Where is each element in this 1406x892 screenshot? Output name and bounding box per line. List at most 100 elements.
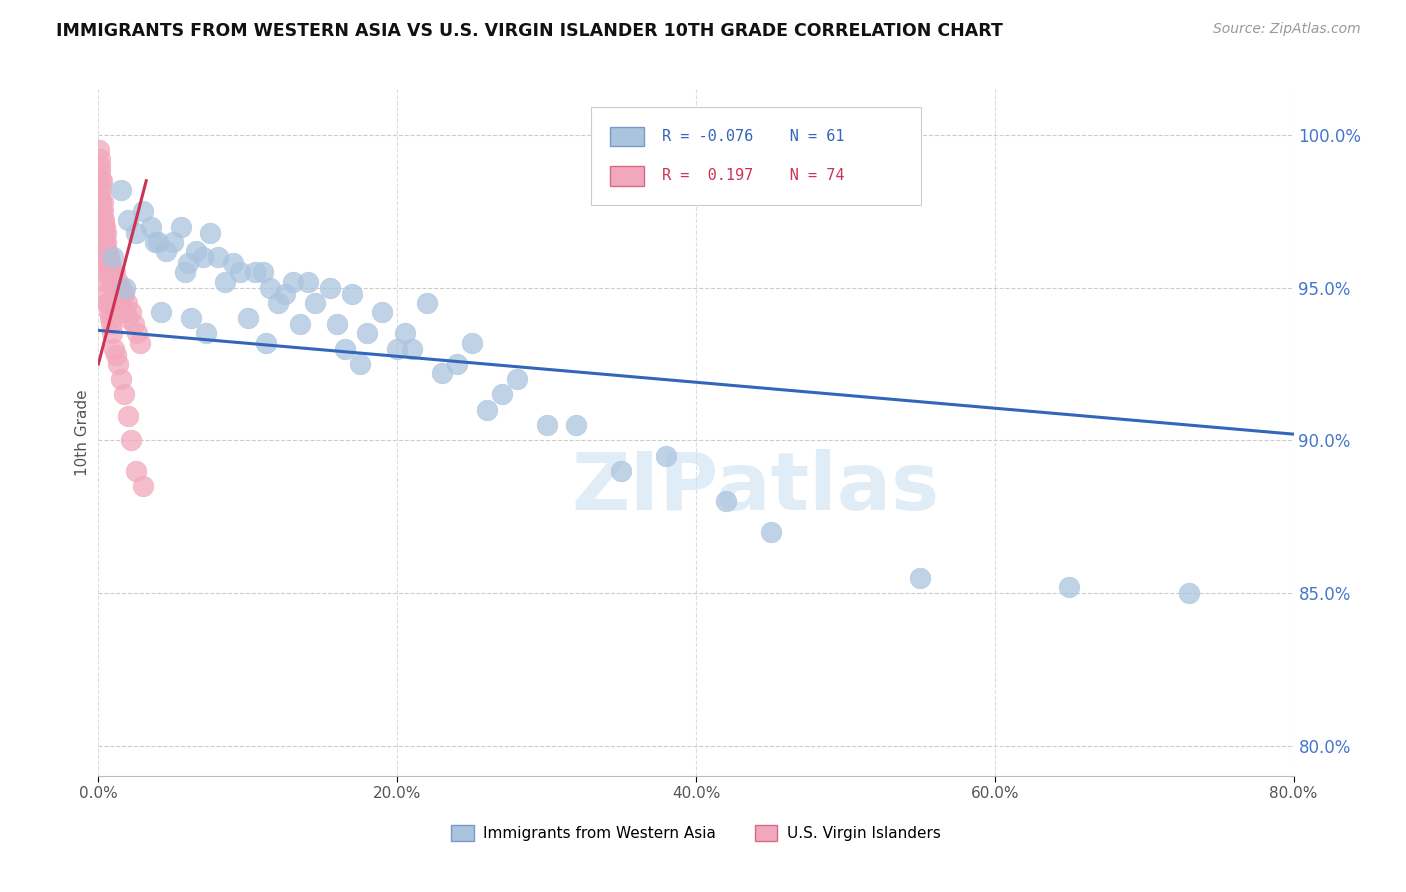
Point bbox=[91, 204, 114, 219]
Point bbox=[229, 265, 252, 279]
Point bbox=[759, 524, 782, 539]
Point bbox=[333, 342, 356, 356]
Point bbox=[200, 226, 222, 240]
Point bbox=[491, 387, 513, 401]
Point bbox=[110, 372, 132, 386]
Point bbox=[90, 219, 112, 234]
Y-axis label: 10th Grade: 10th Grade bbox=[75, 389, 90, 476]
Point bbox=[89, 204, 111, 219]
Point bbox=[108, 286, 131, 301]
Point bbox=[174, 265, 197, 279]
Point bbox=[297, 275, 319, 289]
Point bbox=[236, 311, 259, 326]
Point bbox=[98, 311, 121, 326]
Point bbox=[94, 235, 117, 249]
Point bbox=[93, 256, 115, 270]
Point bbox=[96, 296, 118, 310]
Point bbox=[90, 226, 112, 240]
Point bbox=[117, 409, 139, 423]
Point bbox=[103, 250, 125, 264]
Text: ZIPatlas: ZIPatlas bbox=[572, 449, 939, 526]
Point bbox=[259, 280, 281, 294]
Point bbox=[115, 296, 138, 310]
Point bbox=[180, 311, 202, 326]
Point bbox=[90, 235, 112, 249]
Point bbox=[565, 417, 588, 432]
Point bbox=[349, 357, 371, 371]
Point bbox=[96, 244, 118, 258]
Point bbox=[117, 311, 139, 326]
Point bbox=[125, 226, 148, 240]
Text: R = -0.076    N = 61: R = -0.076 N = 61 bbox=[662, 129, 845, 144]
Legend: Immigrants from Western Asia, U.S. Virgin Islanders: Immigrants from Western Asia, U.S. Virgi… bbox=[446, 819, 946, 847]
Point bbox=[97, 256, 120, 270]
Point bbox=[326, 318, 349, 332]
Point bbox=[98, 305, 121, 319]
Point bbox=[214, 275, 236, 289]
Point bbox=[169, 219, 191, 234]
Point bbox=[356, 326, 378, 341]
Point bbox=[342, 286, 364, 301]
Point bbox=[195, 326, 218, 341]
Point bbox=[371, 305, 394, 319]
Point bbox=[107, 357, 129, 371]
Point bbox=[91, 235, 114, 249]
Point bbox=[91, 204, 114, 219]
Point bbox=[416, 296, 439, 310]
Point bbox=[90, 174, 112, 188]
Point bbox=[506, 372, 529, 386]
Point bbox=[89, 204, 111, 219]
Point bbox=[281, 275, 304, 289]
Point bbox=[89, 159, 111, 173]
Point bbox=[117, 213, 139, 227]
Point bbox=[97, 296, 120, 310]
Point bbox=[104, 348, 127, 362]
Point bbox=[139, 219, 162, 234]
Point bbox=[319, 280, 342, 294]
Point bbox=[107, 275, 129, 289]
Point bbox=[252, 265, 274, 279]
Point bbox=[1178, 586, 1201, 600]
Point bbox=[89, 189, 111, 203]
Point bbox=[155, 244, 177, 258]
Point bbox=[610, 464, 633, 478]
Point bbox=[112, 286, 135, 301]
Point bbox=[125, 464, 148, 478]
Point bbox=[105, 280, 128, 294]
Point bbox=[111, 296, 134, 310]
Point bbox=[93, 219, 115, 234]
Point bbox=[93, 219, 115, 234]
Point bbox=[100, 318, 122, 332]
Point bbox=[124, 318, 146, 332]
Point bbox=[446, 357, 468, 371]
Point bbox=[104, 265, 127, 279]
Point bbox=[430, 366, 453, 380]
Point bbox=[112, 387, 135, 401]
Point bbox=[110, 280, 132, 294]
Point bbox=[150, 305, 173, 319]
Text: Source: ZipAtlas.com: Source: ZipAtlas.com bbox=[1213, 22, 1361, 37]
Point bbox=[288, 318, 311, 332]
Point bbox=[103, 342, 125, 356]
Point bbox=[97, 250, 120, 264]
Point bbox=[93, 250, 115, 264]
Point bbox=[162, 235, 184, 249]
Point bbox=[120, 305, 142, 319]
Point bbox=[655, 449, 678, 463]
Text: R =  0.197    N = 74: R = 0.197 N = 74 bbox=[662, 169, 845, 183]
Point bbox=[536, 417, 558, 432]
Point bbox=[127, 326, 149, 341]
Point bbox=[96, 286, 118, 301]
Point bbox=[132, 479, 155, 493]
Point bbox=[98, 265, 121, 279]
Point bbox=[401, 342, 423, 356]
Point bbox=[94, 235, 117, 249]
Point bbox=[89, 183, 111, 197]
Point bbox=[90, 213, 112, 227]
Point bbox=[222, 256, 245, 270]
Point bbox=[475, 402, 498, 417]
Point bbox=[908, 571, 931, 585]
Point bbox=[103, 275, 125, 289]
Point bbox=[101, 280, 124, 294]
Point bbox=[714, 494, 737, 508]
